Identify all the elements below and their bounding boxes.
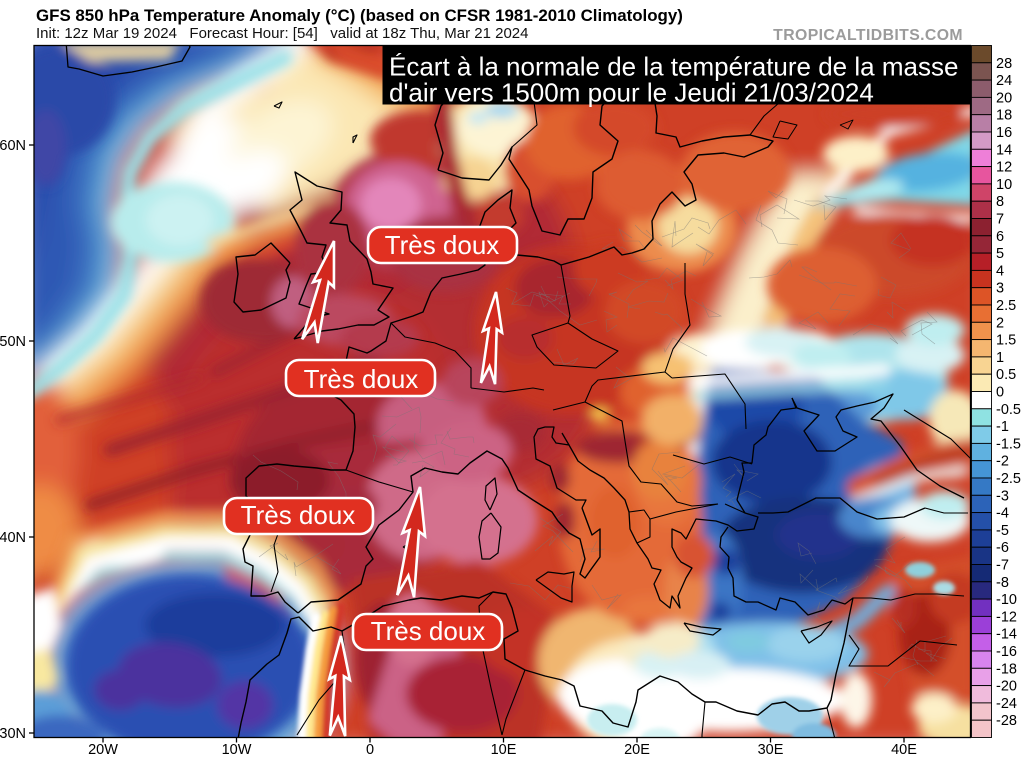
- svg-text:0: 0: [366, 742, 374, 757]
- svg-text:10: 10: [996, 177, 1012, 193]
- svg-text:0: 0: [996, 385, 1004, 401]
- svg-text:-14: -14: [996, 627, 1017, 643]
- svg-text:20E: 20E: [624, 742, 650, 757]
- svg-text:-3: -3: [996, 488, 1009, 504]
- svg-text:-1: -1: [996, 419, 1009, 435]
- svg-text:Très doux: Très doux: [241, 500, 356, 530]
- svg-text:-24: -24: [996, 696, 1017, 712]
- svg-text:TROPICALTIDBITS.COM: TROPICALTIDBITS.COM: [773, 27, 963, 44]
- svg-text:40N: 40N: [0, 530, 26, 546]
- svg-text:8: 8: [996, 194, 1004, 210]
- svg-text:Init: 12z Mar 19 2024 Foreca: Init: 12z Mar 19 2024 Forecast Hour: [54…: [36, 25, 529, 42]
- svg-text:5: 5: [996, 246, 1004, 262]
- svg-text:6: 6: [996, 229, 1004, 245]
- svg-text:-20: -20: [996, 679, 1017, 695]
- svg-text:20: 20: [996, 90, 1012, 106]
- svg-text:40E: 40E: [891, 742, 917, 757]
- svg-text:-18: -18: [996, 661, 1017, 677]
- svg-text:-4: -4: [996, 506, 1009, 522]
- svg-text:4: 4: [996, 263, 1004, 279]
- svg-text:-16: -16: [996, 644, 1017, 660]
- svg-text:2.5: 2.5: [996, 298, 1016, 314]
- svg-text:-8: -8: [996, 575, 1009, 591]
- svg-text:28: 28: [996, 56, 1012, 72]
- svg-text:Écart à la normale de la tempé: Écart à la normale de la température de …: [389, 52, 958, 82]
- svg-text:Très doux: Très doux: [371, 616, 486, 646]
- svg-text:-7: -7: [996, 558, 1009, 574]
- svg-text:30E: 30E: [758, 742, 784, 757]
- svg-text:1: 1: [996, 350, 1004, 366]
- svg-text:2: 2: [996, 315, 1004, 331]
- svg-text:50N: 50N: [0, 334, 26, 350]
- svg-text:18: 18: [996, 108, 1012, 124]
- svg-text:-2.5: -2.5: [996, 471, 1021, 487]
- svg-text:0.5: 0.5: [996, 367, 1016, 383]
- svg-text:Très doux: Très doux: [385, 230, 500, 260]
- svg-text:-2: -2: [996, 454, 1009, 470]
- svg-text:7: 7: [996, 212, 1004, 228]
- svg-text:-1.5: -1.5: [996, 436, 1021, 452]
- svg-text:1.5: 1.5: [996, 333, 1016, 349]
- svg-text:-6: -6: [996, 540, 1009, 556]
- svg-text:d'air vers 1500m pour le Jeudi: d'air vers 1500m pour le Jeudi 21/03/202…: [389, 78, 874, 108]
- svg-text:20W: 20W: [88, 742, 118, 757]
- svg-text:GFS 850 hPa Temperature Anomal: GFS 850 hPa Temperature Anomaly (°C) (ba…: [36, 6, 683, 25]
- svg-text:Très doux: Très doux: [304, 364, 419, 394]
- svg-text:-0.5: -0.5: [996, 402, 1021, 418]
- svg-text:12: 12: [996, 160, 1012, 176]
- svg-text:-5: -5: [996, 523, 1009, 539]
- svg-text:3: 3: [996, 281, 1004, 297]
- svg-text:10E: 10E: [491, 742, 517, 757]
- svg-text:-28: -28: [996, 713, 1017, 729]
- svg-text:16: 16: [996, 125, 1012, 141]
- svg-text:60N: 60N: [0, 138, 26, 154]
- svg-text:10W: 10W: [222, 742, 252, 757]
- svg-text:24: 24: [996, 73, 1012, 89]
- svg-text:30N: 30N: [0, 726, 26, 742]
- svg-text:14: 14: [996, 142, 1012, 158]
- svg-text:-12: -12: [996, 609, 1017, 625]
- svg-text:-10: -10: [996, 592, 1017, 608]
